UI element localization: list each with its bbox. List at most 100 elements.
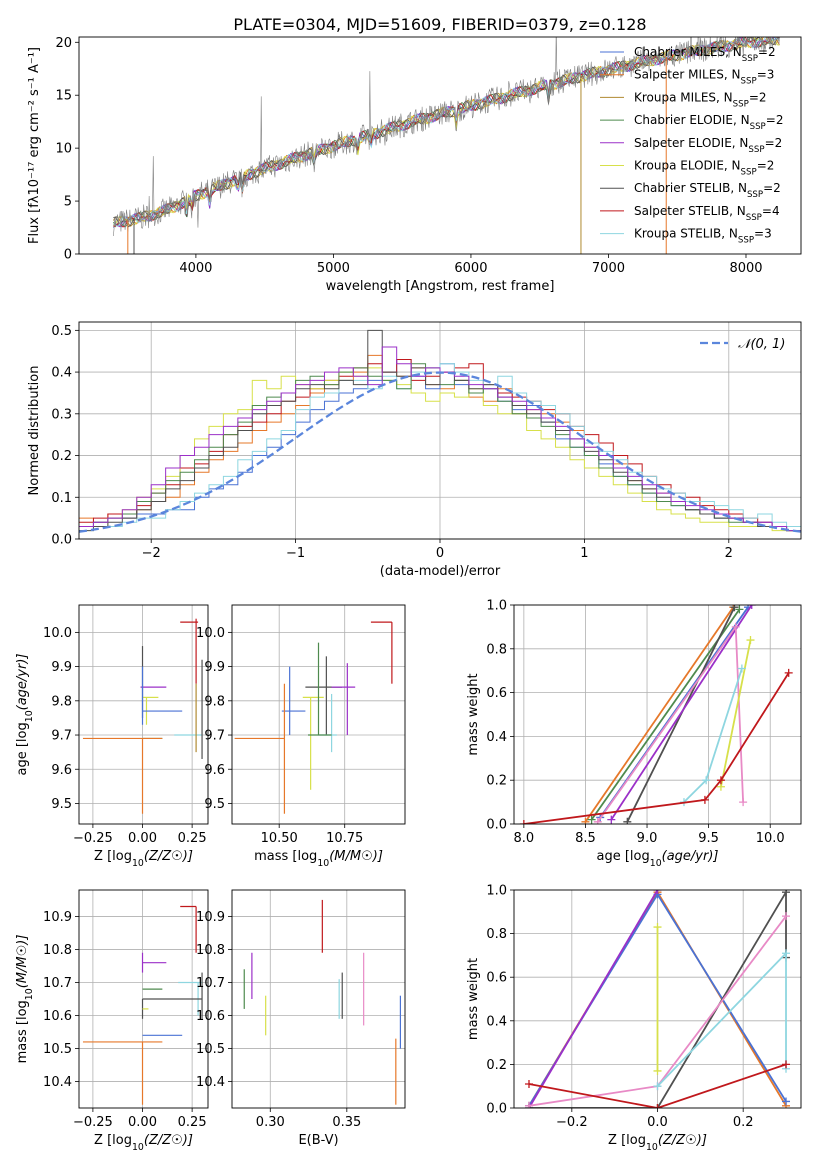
legend-label: Salpeter MILES, NSSP=3 — [634, 68, 774, 87]
y-tick-label: 10.9 — [43, 910, 72, 925]
x-axis-label-part: Z [log — [94, 1133, 132, 1148]
weight-marker — [730, 605, 739, 612]
y-tick-label: 10.7 — [43, 976, 72, 991]
y-tick-label: 9.8 — [51, 694, 72, 709]
weight-marker — [653, 890, 662, 894]
legend-label-part: SSP — [746, 213, 762, 223]
x-axis-label-part: (Z/Z☉)] — [658, 1133, 707, 1148]
y-tick-label: 10.9 — [196, 910, 225, 925]
y-tick-label: 0.4 — [51, 366, 72, 381]
x-axis-label: Z [log10(Z/Z☉)] — [94, 849, 193, 869]
model-spectrum-line — [113, 37, 780, 228]
x-axis-label: Z [log10(Z/Z☉)] — [94, 1133, 193, 1153]
x-axis-label-part: (Z/Z☉)] — [144, 1133, 193, 1148]
weight-lines — [524, 890, 791, 1108]
histogram-step-line — [79, 367, 801, 532]
residuals-frame — [78, 321, 802, 540]
y-tick-label: 9.5 — [51, 797, 72, 812]
weight-marker — [735, 605, 744, 614]
y-tick-label: 10.8 — [43, 943, 72, 958]
y-tick-label: 1.0 — [486, 884, 507, 899]
model-spectrum-line — [113, 37, 778, 228]
histogram-step-line — [79, 329, 801, 532]
x-axis-label-part: (age/yr)] — [662, 849, 719, 864]
x-tick-label: 0.25 — [178, 831, 207, 846]
y-tick-label: 0 — [64, 248, 72, 263]
axes-age_vs_z: −0.25 0.00 0.25 9.5 9.6 9.7 9.8 9.9 10.0 — [43, 605, 208, 846]
weight-marker — [581, 817, 590, 824]
y-tick-label: 10.7 — [196, 976, 225, 991]
model-spectrum-line — [113, 37, 780, 228]
x-tick-label: 9.0 — [637, 831, 658, 846]
y-tick-label: 0.8 — [486, 642, 507, 657]
y-tick-label: 0.4 — [486, 1014, 507, 1029]
legend-label: Chabrier ELODIE, NSSP=2 — [634, 113, 783, 132]
y-tick-label: 9.7 — [51, 729, 72, 744]
axes-residuals: −2 −1 0 1 2 0.0 0.1 0.2 0.3 0.4 0.5 — [51, 322, 801, 561]
x-axis-label: E(B-V) — [298, 1133, 338, 1148]
legend-label-part: Salpeter ELODIE, N — [634, 136, 748, 150]
y-tick-label: 10.5 — [196, 1042, 225, 1057]
weight-marker — [587, 815, 596, 824]
weight-marker — [746, 636, 755, 645]
weight-marker — [623, 817, 632, 824]
weight-lines — [519, 605, 793, 824]
weight-marker — [782, 949, 791, 958]
legend-label-part: SSP — [741, 77, 757, 87]
weight-marker — [739, 798, 748, 807]
axes-mass_vs_ebv: 0.30 0.35 10.4 10.5 10.6 10.7 10.8 10.9 — [196, 890, 405, 1130]
x-axis-label-part: (Z/Z☉)] — [144, 849, 193, 864]
x-tick-label: −2 — [142, 546, 161, 561]
x-tick-label: 8.5 — [575, 831, 596, 846]
x-tick-label: 1 — [580, 546, 588, 561]
x-axis-label-part: mass [log — [254, 849, 317, 864]
mass_vs_ebv-frame — [231, 889, 406, 1109]
weight-marker — [607, 815, 616, 824]
weight-line — [656, 950, 787, 1087]
y-tick-label: 0.2 — [51, 449, 72, 464]
y-tick-label: 15 — [55, 89, 72, 104]
y-tick-label: 10 — [55, 142, 72, 157]
y-tick-label: 5 — [64, 195, 72, 210]
y-axis-label: mass weight — [466, 673, 481, 755]
weight-marker — [716, 776, 725, 785]
x-tick-label: 7000 — [592, 261, 625, 276]
x-axis-label: Z [log10(Z/Z☉)] — [608, 1133, 707, 1153]
legend-label-part: =2 — [765, 136, 783, 150]
y-tick-label: 0.6 — [486, 971, 507, 986]
x-tick-label: 10.0 — [756, 831, 785, 846]
legend-label-part: Salpeter MILES, N — [634, 68, 741, 82]
legend-label: Salpeter STELIB, NSSP=4 — [634, 204, 780, 223]
legend-label-part: SSP — [747, 190, 763, 200]
weight-marker — [519, 820, 528, 824]
weight-line — [528, 1063, 787, 1108]
legend-label: Kroupa MILES, NSSP=2 — [634, 90, 767, 109]
x-axis-label: wavelength [Angstrom, rest frame] — [326, 279, 555, 294]
y-tick-label: 9.9 — [204, 660, 225, 675]
weight-line — [590, 608, 741, 821]
y-tick-label: 9.5 — [204, 797, 225, 812]
legend-label-part: SSP — [748, 145, 764, 155]
x-axis-label-part: 10 — [650, 858, 662, 869]
y-axis-label-part: 10 — [24, 988, 35, 1000]
x-tick-label: 8000 — [729, 261, 762, 276]
residual-legend: 𝒩(0, 1) — [700, 337, 785, 352]
legend-label-part: =3 — [754, 227, 772, 241]
y-tick-label: 0.8 — [486, 927, 507, 942]
axes-age_vs_mass: 10.50 10.75 9.5 9.6 9.7 9.8 9.9 10.0 — [196, 605, 405, 846]
y-axis-label-part: age [log — [15, 722, 30, 775]
legend-label-part: SSP — [750, 122, 766, 132]
y-axis-label: mass [log10(M/M☉)] — [15, 935, 35, 1064]
model-spectrum-line — [113, 37, 780, 227]
y-tick-label: 9.6 — [204, 763, 225, 778]
weight_vs_z-frame — [513, 889, 802, 1109]
x-tick-label: 10.50 — [261, 831, 298, 846]
residual-histograms — [79, 329, 801, 533]
x-tick-label: −0.2 — [556, 1115, 588, 1130]
model-spectrum-line — [113, 37, 780, 228]
legend-label-part: Kroupa MILES, N — [634, 90, 733, 104]
weight-marker — [784, 668, 793, 677]
x-axis-label-part: Z [log — [608, 1133, 646, 1148]
y-tick-label: 10.8 — [196, 943, 225, 958]
legend-label-part: =2 — [763, 181, 781, 195]
